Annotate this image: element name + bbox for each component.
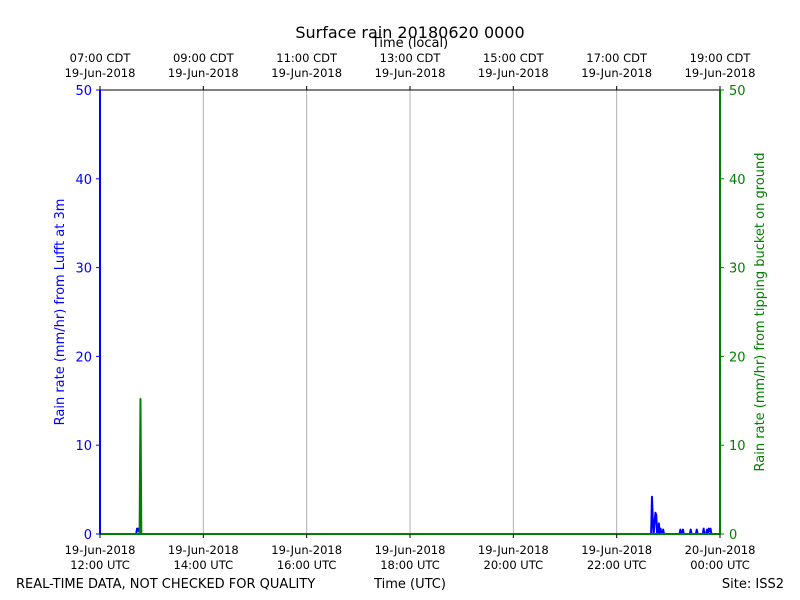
left-y-tick-label: 20 [75,350,92,365]
right-y-tick-label: 40 [729,173,746,188]
bottom-x-tick-date: 19-Jun-2018 [65,543,136,557]
bottom-x-tick-time: 14:00 UTC [174,558,234,572]
left-y-tick-label: 50 [75,84,92,99]
bottom-x-tick-date: 19-Jun-2018 [271,543,342,557]
top-x-tick-time: 11:00 CDT [276,51,338,65]
top-x-tick-time: 15:00 CDT [483,51,545,65]
top-x-tick-date: 19-Jun-2018 [581,66,652,80]
top-x-tick-date: 19-Jun-2018 [65,66,136,80]
quality-disclaimer: REAL-TIME DATA, NOT CHECKED FOR QUALITY [16,577,315,592]
top-axis-label: Time (local) [371,36,448,51]
series-layer [100,398,720,535]
left-y-tick-label: 10 [75,439,92,454]
left-y-axis-label: Rain rate (mm/hr) from Lufft at 3m [53,199,68,426]
left-y-ticks: 0 10 20 30 40 50 [75,84,100,543]
bottom-x-tick-date: 19-Jun-2018 [375,543,446,557]
chart-title: Surface rain 20180620 0000 [295,23,524,42]
right-y-axis-label: Rain rate (mm/hr) from tipping bucket on… [753,153,768,472]
top-x-tick-date: 19-Jun-2018 [271,66,342,80]
bottom-x-tick-date: 20-Jun-2018 [685,543,756,557]
left-y-tick-label: 0 [84,528,92,543]
bottom-x-tick-time: 16:00 UTC [277,558,337,572]
right-y-tick-label: 0 [729,528,737,543]
x-axis-label: Time (UTC) [373,577,446,592]
bottom-x-tick-time: 22:00 UTC [587,558,647,572]
top-x-tick-time: 09:00 CDT [173,51,235,65]
left-y-tick-label: 30 [75,262,92,277]
tipping-bucket-rain-rate-line [100,398,720,535]
right-y-tick-label: 20 [729,350,746,365]
top-x-tick-time: 07:00 CDT [70,51,132,65]
bottom-x-tick-time: 18:00 UTC [380,558,440,572]
right-y-tick-label: 30 [729,262,746,277]
vertical-gridlines [202,90,618,534]
top-x-tick-date: 19-Jun-2018 [478,66,549,80]
top-x-tick-time: 13:00 CDT [380,51,442,65]
bottom-x-tick-time: 00:00 UTC [690,558,750,572]
site-label: Site: ISS2 [722,577,784,592]
bottom-x-tick-date: 19-Jun-2018 [478,543,549,557]
top-x-tick-date: 19-Jun-2018 [168,66,239,80]
bottom-x-tick-time: 12:00 UTC [70,558,130,572]
top-x-tick-date: 19-Jun-2018 [685,66,756,80]
top-x-tick-time: 19:00 CDT [690,51,752,65]
bottom-x-tick-date: 19-Jun-2018 [168,543,239,557]
right-y-tick-label: 50 [729,84,746,99]
top-x-tick-time: 17:00 CDT [586,51,648,65]
right-y-tick-label: 10 [729,439,746,454]
bottom-x-tick-time: 20:00 UTC [484,558,544,572]
bottom-x-tick-date: 19-Jun-2018 [581,543,652,557]
top-x-tick-date: 19-Jun-2018 [375,66,446,80]
right-y-ticks: 0 10 20 30 40 50 [720,84,746,543]
left-y-tick-label: 40 [75,173,92,188]
